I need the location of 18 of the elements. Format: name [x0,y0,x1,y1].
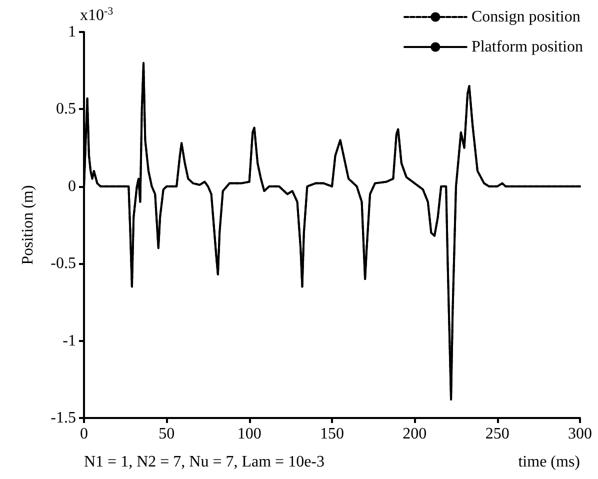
x-tick-label: 200 [402,426,427,442]
y-tick-label: 1 [68,24,76,40]
y-tick-label: 0 [68,178,76,195]
legend-label: Platform position [471,38,584,56]
legend-label: Consign position [471,8,580,26]
x-tick-label: 150 [320,426,344,442]
y-axis-title: Position (m) [20,185,36,265]
y-tick-label: 0.5 [56,100,76,118]
y-tick-label: -1.5 [50,410,76,426]
y-tick-label: -1 [62,332,76,350]
text: N1 = 1, N2 = 7, Nu = 7, Lam = 10e-3 [84,454,325,470]
x-tick-label: 0 [80,426,88,442]
x-axis-title: time (ms) [518,454,580,470]
x-tick-label: 300 [568,426,592,442]
x-tick-label: 250 [485,426,510,442]
y-tick-label: -0.5 [50,255,76,272]
x-tick-label: 50 [158,426,175,442]
x-tick-label: 100 [237,426,262,442]
